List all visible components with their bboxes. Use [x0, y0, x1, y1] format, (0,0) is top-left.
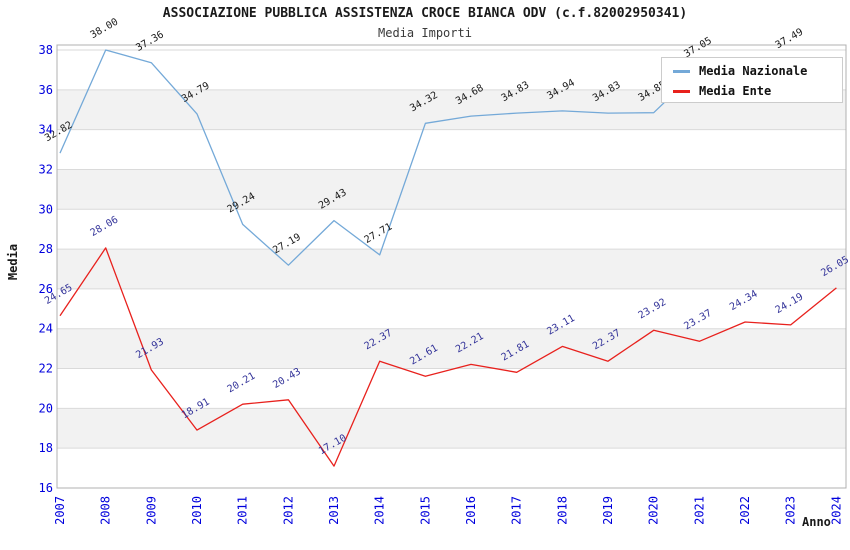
x-tick-label: 2013: [327, 496, 341, 525]
point-label: 23.92: [637, 297, 669, 322]
x-tick-label: 2008: [99, 496, 113, 525]
legend-swatch-nazionale: [673, 69, 690, 73]
y-tick-label: 30: [39, 202, 53, 216]
point-label: 20.43: [271, 366, 303, 391]
x-tick-label: 2020: [647, 496, 661, 525]
x-axis-label: Anno: [802, 515, 831, 529]
x-tick-label: 2012: [281, 496, 295, 525]
y-tick-label: 22: [39, 362, 53, 376]
legend-item-media-nazionale: Media Nazionale: [662, 61, 842, 81]
y-tick-label: 18: [39, 441, 53, 455]
point-label: 24.34: [728, 289, 760, 314]
y-tick-label: 16: [39, 481, 53, 495]
x-tick-label: 2018: [555, 496, 569, 525]
chart-subtitle: Media Importi: [378, 26, 472, 40]
y-tick-label: 38: [39, 43, 53, 57]
x-tick-label: 2019: [601, 496, 615, 525]
x-tick-label: 2024: [829, 496, 843, 525]
legend: Media Nazionale Media Ente: [661, 57, 843, 103]
chart-title: ASSOCIAZIONE PUBBLICA ASSISTENZA CROCE B…: [162, 6, 688, 21]
y-tick-label: 28: [39, 242, 53, 256]
x-tick-label: 2007: [53, 496, 67, 525]
x-tick-label: 2023: [784, 496, 798, 525]
x-tick-label: 2014: [373, 496, 387, 525]
y-axis-label: Media: [6, 243, 20, 281]
x-tick-label: 2015: [418, 496, 432, 525]
line-media-ente: [59, 247, 837, 467]
point-label: 20.21: [226, 371, 258, 396]
y-tick-label: 20: [39, 401, 53, 415]
legend-label-nazionale: Media Nazionale: [699, 64, 808, 78]
y-tick-label: 24: [39, 322, 53, 336]
y-tick-label: 26: [39, 282, 53, 296]
legend-swatch-ente: [673, 89, 690, 93]
x-tick-label: 2017: [510, 496, 524, 525]
point-label: 27.71: [363, 221, 395, 246]
y-tick-label: 36: [39, 83, 53, 97]
x-tick-label: 2009: [144, 496, 158, 525]
legend-item-media-ente: Media Ente: [662, 81, 842, 101]
y-tick-label: 32: [39, 162, 53, 176]
x-tick-label: 2022: [738, 496, 752, 525]
x-tick-label: 2010: [190, 496, 204, 525]
x-tick-label: 2016: [464, 496, 478, 525]
y-tick-label: 34: [39, 123, 53, 137]
point-label: 28.06: [89, 214, 121, 239]
x-tick-label: 2021: [692, 496, 706, 525]
legend-label-ente: Media Ente: [699, 84, 772, 98]
x-tick-label: 2011: [236, 496, 250, 525]
point-label: 24.19: [774, 291, 806, 316]
